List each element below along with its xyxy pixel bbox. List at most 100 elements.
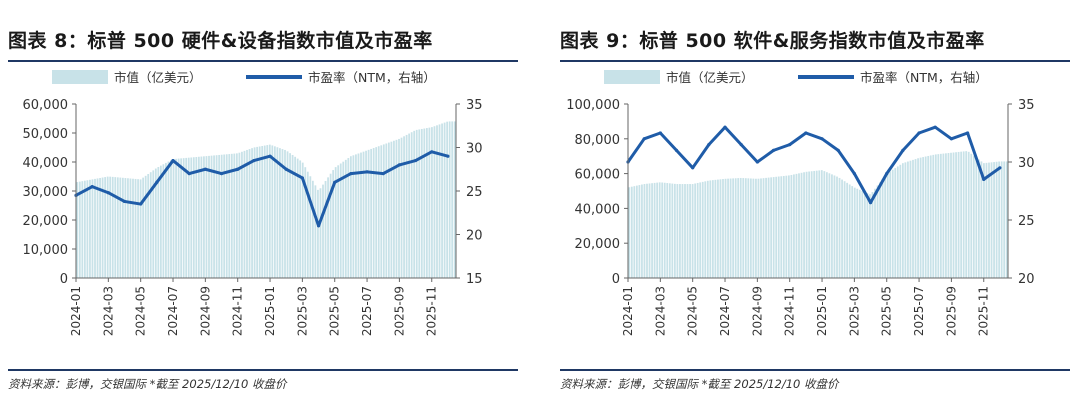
bar xyxy=(332,170,335,278)
bar xyxy=(385,143,388,278)
bar xyxy=(884,175,887,278)
bar xyxy=(795,173,798,278)
y-tick-label-left: 0 xyxy=(612,272,620,287)
bar xyxy=(658,182,661,278)
bar xyxy=(684,184,686,278)
bar xyxy=(828,173,831,278)
bar xyxy=(836,176,838,278)
bar xyxy=(443,122,446,278)
bar xyxy=(111,176,114,278)
bar xyxy=(119,177,122,278)
bar xyxy=(861,190,864,278)
footer-rule xyxy=(560,369,1070,371)
bar xyxy=(157,167,160,278)
bar xyxy=(235,153,238,278)
bar xyxy=(846,182,849,278)
bar xyxy=(106,176,109,278)
bar xyxy=(891,169,894,278)
bar xyxy=(266,145,269,278)
bar xyxy=(782,175,785,278)
pe-point xyxy=(933,125,937,129)
pe-point xyxy=(804,131,808,135)
bar xyxy=(1000,161,1003,278)
bar xyxy=(114,177,117,278)
bar xyxy=(101,177,104,278)
bar xyxy=(709,180,712,278)
bar xyxy=(170,160,172,278)
pe-point xyxy=(788,143,792,147)
bar xyxy=(431,127,433,279)
legend: 市值（亿美元） 市盈率（NTM，右轴） xyxy=(604,70,988,85)
bar xyxy=(679,184,681,278)
bar xyxy=(281,149,284,278)
legend-label-line: 市盈率（NTM，右轴） xyxy=(860,70,988,85)
bar xyxy=(711,180,714,278)
bar xyxy=(853,187,856,278)
bar xyxy=(301,162,304,278)
pe-point xyxy=(236,167,240,171)
x-tick-label: 2025-11 xyxy=(977,286,991,336)
bar xyxy=(258,146,261,278)
legend: 市值（亿美元） 市盈率（NTM，右轴） xyxy=(52,70,436,85)
bar xyxy=(228,154,231,278)
x-tick-label: 2025-07 xyxy=(360,286,374,336)
bar xyxy=(666,183,669,278)
bar xyxy=(395,139,398,278)
bar xyxy=(874,188,876,278)
chart-panel-software: 图表 9：标普 500 软件&服务指数市值及市盈率 市值（亿美元） 市盈率（NTM… xyxy=(560,0,1080,417)
bar xyxy=(694,183,697,278)
x-tick-label: 2024-07 xyxy=(718,286,732,336)
pe-point xyxy=(755,160,759,164)
bar xyxy=(808,171,811,278)
bar xyxy=(719,179,722,278)
bar xyxy=(230,153,233,278)
bar xyxy=(881,178,884,278)
bar xyxy=(405,134,408,278)
bar xyxy=(372,148,375,278)
bar xyxy=(200,156,203,278)
y-tick-label-left: 40,000 xyxy=(575,202,621,217)
pe-point xyxy=(284,167,288,171)
bar xyxy=(929,155,932,278)
bar xyxy=(641,184,643,278)
bar xyxy=(765,177,767,278)
bar xyxy=(241,151,243,278)
bar xyxy=(648,183,651,278)
y-tick-label-left: 100,000 xyxy=(566,98,620,113)
bar xyxy=(91,179,94,278)
x-tick-label: 2025-05 xyxy=(328,286,342,336)
bar xyxy=(755,178,757,278)
bar xyxy=(167,161,170,278)
bar xyxy=(957,151,960,278)
source-note: 资料来源：彭博，交银国际 *截至 2025/12/10 收盘价 xyxy=(8,377,287,391)
bar xyxy=(172,159,175,278)
bar xyxy=(727,178,729,278)
bar xyxy=(744,178,747,278)
bar xyxy=(203,156,205,278)
bar xyxy=(942,153,945,278)
bar xyxy=(879,182,881,278)
bar xyxy=(362,151,365,278)
bar xyxy=(689,184,691,278)
pe-point xyxy=(171,158,175,163)
bar xyxy=(927,155,930,278)
bar xyxy=(81,181,84,278)
bar xyxy=(699,182,702,278)
pe-point xyxy=(674,148,679,152)
bar xyxy=(205,156,208,278)
bar xyxy=(932,154,935,278)
bar xyxy=(866,193,869,278)
bar xyxy=(121,177,124,278)
y-tick-label-left: 20,000 xyxy=(23,214,69,229)
x-tick-label: 2025-07 xyxy=(912,286,926,336)
bar xyxy=(279,148,281,278)
legend-label-line: 市盈率（NTM，右轴） xyxy=(308,70,436,85)
pe-point xyxy=(139,202,143,206)
bar xyxy=(742,178,745,278)
y-tick-label-right: 30 xyxy=(1018,156,1035,171)
pe-line xyxy=(75,150,449,228)
bar xyxy=(317,189,319,278)
bar xyxy=(337,165,340,278)
bar xyxy=(382,144,385,278)
bar xyxy=(94,178,96,278)
